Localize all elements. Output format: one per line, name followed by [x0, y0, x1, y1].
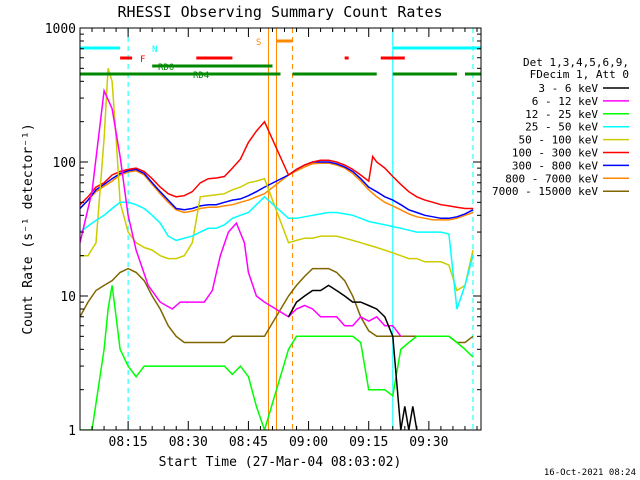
flag-label-rd0: RD0	[158, 63, 174, 73]
series-line-7	[80, 161, 474, 220]
y-tick-label-0: 1	[68, 424, 76, 439]
plot-frame	[79, 27, 482, 431]
series-line-2	[80, 88, 402, 337]
x-tick-label-1: 08:30	[169, 435, 208, 450]
chart-title: RHESSI Observing Summary Count Rates	[117, 3, 442, 21]
legend-label-7: 300 - 800 keV	[512, 159, 598, 172]
flag-label-s: S	[256, 38, 261, 48]
y-tick-label-2: 100	[53, 156, 76, 171]
legend-label-5: 50 - 100 keV	[519, 134, 599, 147]
series-line-1	[287, 284, 418, 430]
flag-label-f: F	[140, 55, 145, 65]
legend-label-2: 6 - 12 keV	[532, 95, 599, 108]
legend-label-6: 100 - 300 keV	[512, 147, 598, 160]
legend-header-1: FDecim 1, Att 0	[530, 68, 629, 81]
y-tick-label-3: 1000	[45, 22, 76, 37]
legend-label-3: 12 - 25 keV	[525, 108, 598, 121]
y-tick-label-1: 10	[60, 290, 76, 305]
y-axis-label: Count Rate (s⁻¹ detector⁻¹)	[21, 123, 36, 334]
legend-label-4: 25 - 50 keV	[525, 121, 598, 134]
legend-label-1: 3 - 6 keV	[538, 82, 598, 95]
series-line-8	[80, 162, 474, 221]
series-line-5	[80, 68, 474, 292]
x-tick-label-2: 08:45	[229, 435, 268, 450]
x-tick-label-0: 08:15	[109, 435, 148, 450]
legend-header-0: Det 1,3,4,5,6,9,	[523, 56, 629, 69]
series-line-6	[80, 120, 473, 210]
legend-label-8: 800 - 7000 keV	[505, 172, 598, 185]
x-tick-label-3: 09:00	[289, 435, 328, 450]
x-axis-label: Start Time (27-Mar-04 08:03:02)	[159, 455, 402, 470]
legend-label-9: 7000 - 15000 keV	[492, 185, 598, 198]
x-tick-label-4: 09:15	[349, 435, 388, 450]
flag-label-n: N	[152, 45, 157, 55]
flag-label-rd4: RD4	[193, 71, 209, 81]
x-tick-label-5: 09:30	[409, 435, 448, 450]
series-line-9	[80, 267, 474, 344]
timestamp: 16-Oct-2021 08:24	[544, 468, 636, 478]
series-line-4	[80, 195, 474, 310]
series-line-3	[80, 285, 474, 430]
